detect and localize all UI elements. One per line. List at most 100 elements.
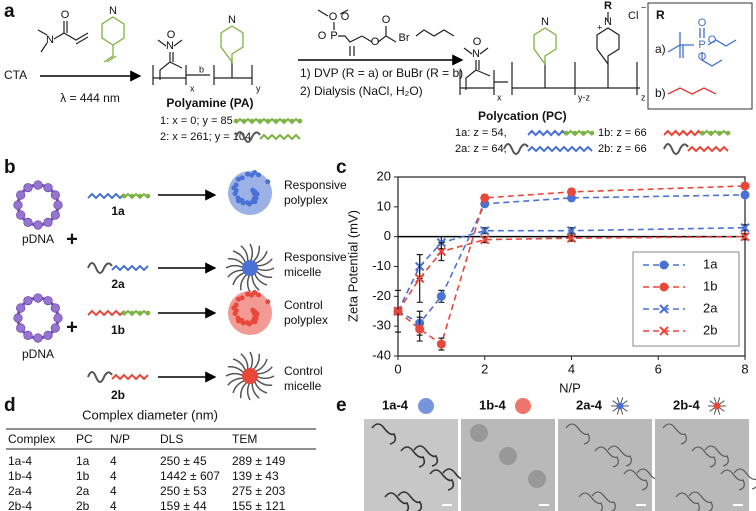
polyplex-grain (235, 296, 241, 302)
nucleosome (13, 200, 23, 210)
point (436, 339, 446, 349)
series-line (397, 185, 746, 346)
x-tick-label: 6 (655, 361, 662, 376)
polymer-chain (527, 145, 593, 153)
light-label: λ = 444 nm (60, 91, 120, 105)
legend-label: 2b (703, 322, 717, 337)
polymer-coil (87, 262, 113, 274)
filament (413, 445, 439, 467)
polymer-chain (111, 373, 149, 381)
bond (667, 28, 737, 67)
nucleosome (33, 293, 43, 303)
polyplex-grain (245, 291, 251, 297)
nucleosome (50, 190, 60, 200)
plus: + (66, 228, 78, 250)
point (414, 273, 425, 284)
point (480, 234, 490, 245)
atom: N (604, 16, 612, 28)
polymer-coil (503, 143, 529, 155)
product-label: Responsive (284, 250, 347, 264)
x-tick-label: 8 (741, 361, 748, 376)
polymer-chain (687, 145, 729, 153)
particle (528, 470, 546, 488)
polyplex-grain (240, 320, 246, 326)
polyplex-grain (265, 299, 271, 305)
polymer-chain (123, 309, 149, 317)
polyplex-grain (252, 290, 258, 296)
polymer-label: 2b (111, 388, 125, 402)
bond (459, 47, 640, 95)
panel-letter: c (336, 157, 347, 178)
atom: P (330, 30, 337, 42)
polyplex-grain (232, 191, 238, 197)
polymer-label: 1a (111, 204, 125, 218)
bead (257, 118, 263, 124)
bead (241, 118, 247, 124)
table-header: Complex (8, 432, 55, 446)
corona-chain (246, 273, 251, 293)
bond (37, 21, 89, 53)
y-tick-label: 20 (377, 168, 391, 183)
r-box (647, 2, 753, 110)
table-header: TEM (232, 432, 257, 446)
atom: Cl (628, 10, 638, 22)
polyplex-grain (235, 176, 241, 182)
point (415, 324, 425, 334)
bond (153, 62, 252, 79)
table-cell: 4 (110, 454, 117, 468)
bead (717, 130, 722, 136)
bond (596, 12, 620, 66)
polymer-chain (565, 129, 593, 137)
bond (220, 25, 244, 64)
legend-label: 2a (703, 300, 718, 315)
y-tick-label: -40 (372, 347, 391, 362)
atom: N (166, 40, 174, 52)
point (436, 291, 446, 301)
image-label: 2a-4 (576, 397, 603, 412)
polyplex-grain (246, 321, 252, 327)
product-label: Control (284, 364, 323, 378)
atom: O (329, 11, 338, 23)
corona-chain (249, 351, 254, 371)
corona-chain (255, 375, 275, 380)
bond (152, 39, 253, 85)
image-label: 1b-4 (479, 397, 507, 412)
charge: + (597, 22, 602, 32)
polyplex-grain (255, 292, 261, 298)
polyplex-grain (232, 311, 238, 317)
table-title: Complex diameter (nm) (82, 407, 218, 422)
filament (704, 445, 729, 467)
bond (317, 9, 397, 56)
atom: O (341, 11, 350, 23)
table-cell: 1b (76, 469, 90, 483)
panel-e: e (336, 395, 347, 416)
polymer-chain (123, 192, 149, 200)
nucleosome (23, 183, 33, 193)
bond (667, 87, 717, 95)
polyplex (228, 171, 272, 215)
particle (499, 447, 517, 465)
table-cell: 4 (110, 469, 117, 483)
atom: O (698, 51, 707, 63)
panel-letter: d (4, 395, 16, 416)
corona-chain (225, 264, 245, 269)
corona-chain (227, 365, 246, 375)
atom: R (604, 0, 612, 12)
table-cell: 2a (76, 484, 90, 498)
bead (564, 130, 569, 136)
corona-chain (254, 269, 273, 279)
y-tick-label: -30 (372, 318, 391, 333)
bead (145, 193, 151, 199)
micrograph (655, 419, 749, 511)
corona-chain (246, 381, 251, 401)
nucleosome (53, 313, 63, 323)
legend-label: 1a (703, 256, 718, 271)
filament (675, 492, 700, 511)
polymer-chain (111, 264, 149, 272)
bead (273, 118, 279, 124)
filament (691, 446, 716, 468)
polyplex-grain (231, 305, 237, 311)
atom: O (318, 30, 327, 42)
panel-b: b pDNA pDNA + + 1a 2a 1b 2b Responsive p… (4, 157, 347, 402)
micelle-core (242, 368, 258, 384)
